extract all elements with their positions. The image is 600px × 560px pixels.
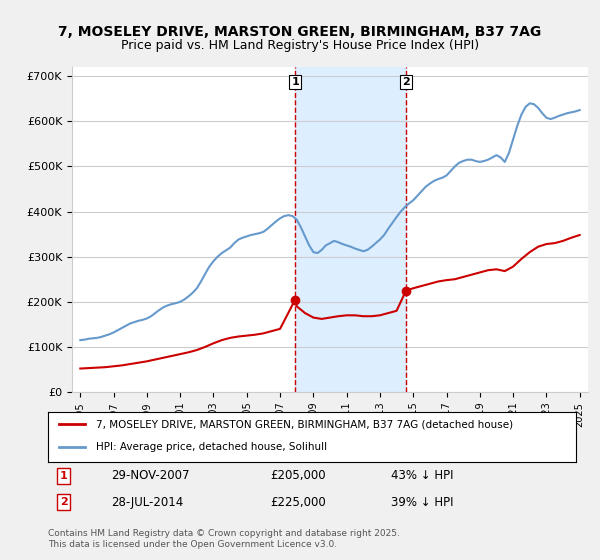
Text: £225,000: £225,000 bbox=[270, 496, 326, 508]
Text: 29-NOV-2007: 29-NOV-2007 bbox=[112, 469, 190, 482]
Bar bbox=[295, 67, 406, 392]
Text: HPI: Average price, detached house, Solihull: HPI: Average price, detached house, Soli… bbox=[95, 442, 326, 452]
Text: 39% ↓ HPI: 39% ↓ HPI bbox=[391, 496, 454, 508]
Text: 2: 2 bbox=[60, 497, 68, 507]
Text: £205,000: £205,000 bbox=[270, 469, 325, 482]
Text: 1: 1 bbox=[60, 471, 68, 481]
Text: Contains HM Land Registry data © Crown copyright and database right 2025.
This d: Contains HM Land Registry data © Crown c… bbox=[48, 529, 400, 549]
Text: 2: 2 bbox=[402, 77, 410, 87]
Text: 7, MOSELEY DRIVE, MARSTON GREEN, BIRMINGHAM, B37 7AG: 7, MOSELEY DRIVE, MARSTON GREEN, BIRMING… bbox=[58, 25, 542, 39]
Text: 43% ↓ HPI: 43% ↓ HPI bbox=[391, 469, 454, 482]
Text: Price paid vs. HM Land Registry's House Price Index (HPI): Price paid vs. HM Land Registry's House … bbox=[121, 39, 479, 52]
Text: 28-JUL-2014: 28-JUL-2014 bbox=[112, 496, 184, 508]
Text: 1: 1 bbox=[292, 77, 299, 87]
Text: 7, MOSELEY DRIVE, MARSTON GREEN, BIRMINGHAM, B37 7AG (detached house): 7, MOSELEY DRIVE, MARSTON GREEN, BIRMING… bbox=[95, 419, 512, 429]
